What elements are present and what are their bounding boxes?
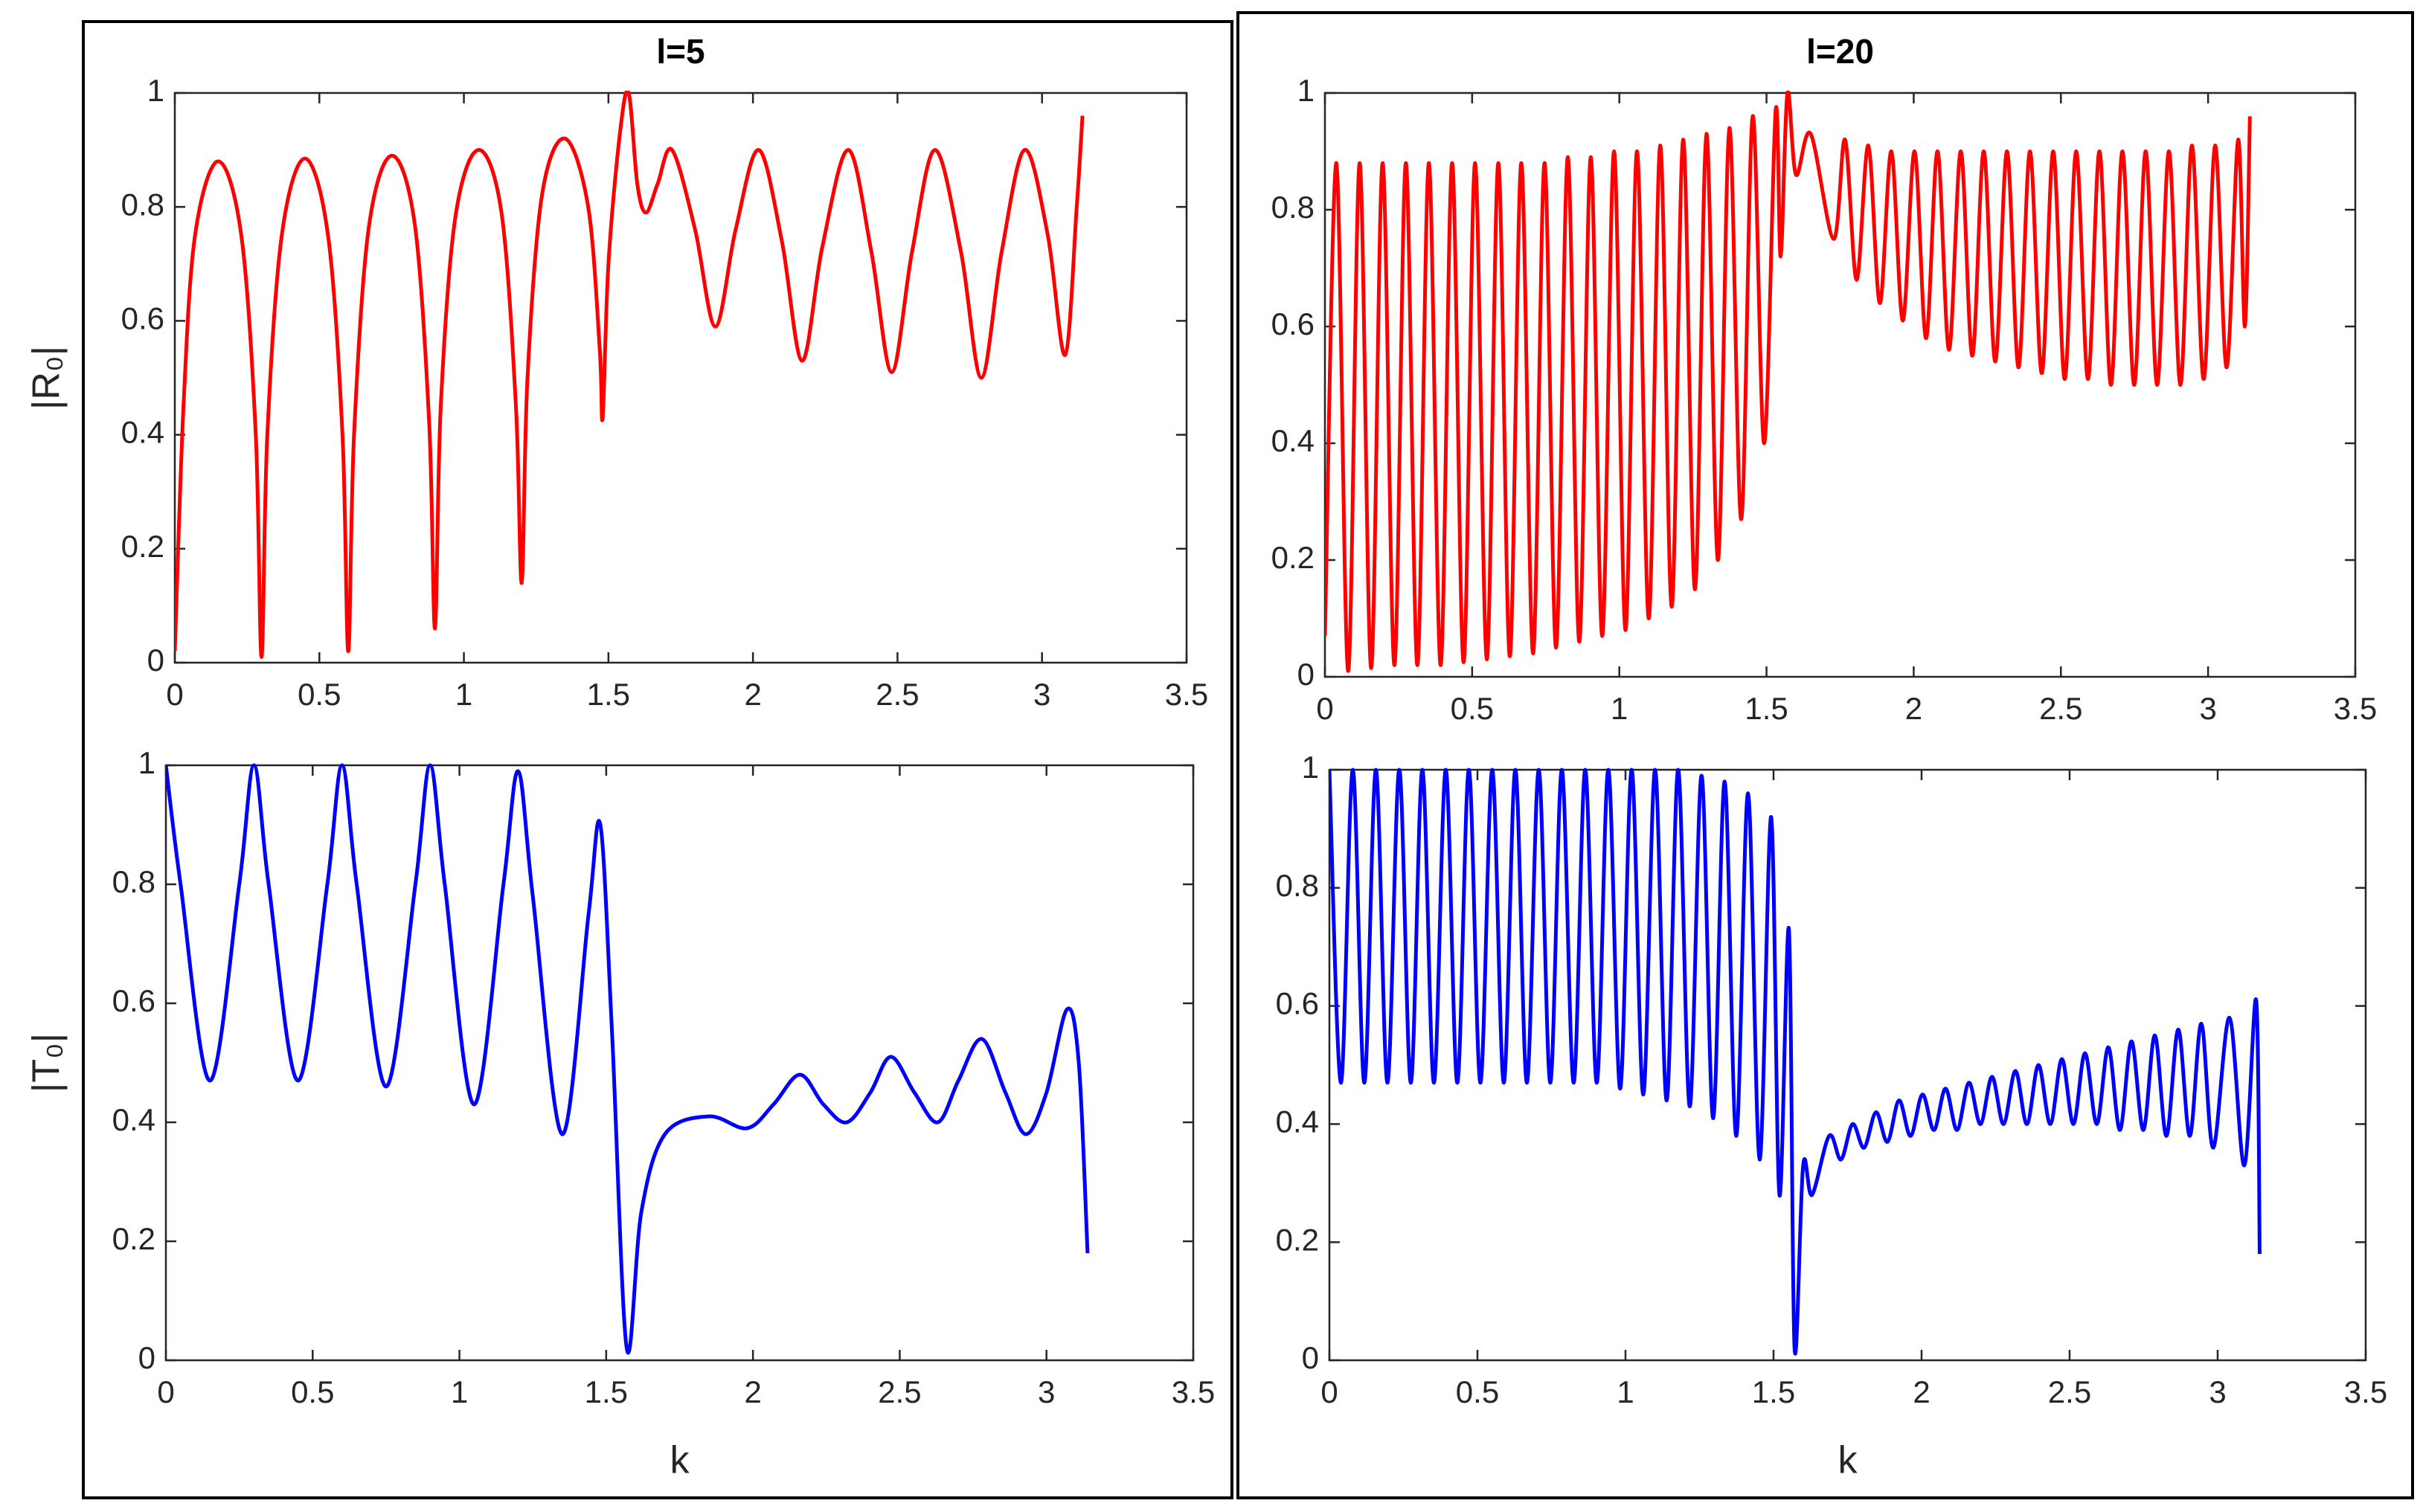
x-tick-label: 0: [1316, 691, 1333, 726]
y-tick-label: 0.8: [112, 864, 155, 899]
x-tick-label: 2: [744, 677, 761, 712]
x-tick-label: 1: [1617, 1374, 1634, 1409]
x-tick-label: 0.5: [291, 1374, 334, 1409]
right-panel-frame: [1236, 11, 2414, 1499]
y-tick-label: 0.8: [1271, 190, 1315, 225]
left-panel-frame: [82, 20, 1233, 1499]
x-tick-label: 3.5: [1172, 1374, 1215, 1409]
x-tick-label: 0.5: [298, 677, 341, 712]
y-tick-label: 0: [1302, 1340, 1319, 1375]
x-tick-label: 3: [1033, 677, 1050, 712]
x-axis-label: k: [1838, 1439, 1858, 1482]
x-tick-label: 1.5: [1745, 691, 1788, 726]
x-tick-label: 1: [455, 677, 472, 712]
x-tick-label: 2.5: [878, 1374, 921, 1409]
y-tick-label: 0.6: [1271, 306, 1315, 341]
x-tick-label: 2.5: [876, 677, 919, 712]
x-tick-label: 2: [1913, 1374, 1930, 1409]
x-tick-label: 0.5: [1456, 1374, 1499, 1409]
y-tick-label: 1: [147, 73, 164, 108]
x-tick-label: 3: [2209, 1374, 2226, 1409]
chart-title: l=5: [656, 32, 705, 71]
x-tick-label: 3.5: [2334, 691, 2377, 726]
y-tick-label: 0.8: [1276, 868, 1319, 903]
x-tick-label: 1: [451, 1374, 468, 1409]
x-tick-label: 0.5: [1451, 691, 1494, 726]
data-line: [166, 763, 1090, 1355]
y-tick-label: 0.2: [112, 1221, 155, 1256]
y-tick-label: 0.4: [112, 1102, 155, 1137]
y-tick-label: 0.4: [1271, 423, 1315, 458]
axes-box: [1328, 768, 2367, 1362]
x-tick-label: 1.5: [585, 1374, 628, 1409]
y-tick-label: 0.2: [121, 529, 164, 564]
y-tick-label: 0.2: [1276, 1222, 1319, 1257]
y-tick-label: 0.2: [1271, 540, 1315, 575]
x-tick-label: 3: [2199, 691, 2216, 726]
x-axis-label: k: [670, 1439, 690, 1482]
data-line: [175, 91, 1085, 659]
x-tick-label: 1.5: [587, 677, 630, 712]
y-tick-label: 0.8: [121, 187, 164, 222]
y-tick-label: 0.6: [121, 300, 164, 335]
x-tick-label: 1: [1611, 691, 1628, 726]
x-tick-label: 0: [157, 1374, 174, 1409]
y-axis-label: |R₀|: [25, 346, 68, 410]
chart-title: l=20: [1806, 32, 1874, 71]
axes-box: [164, 764, 1195, 1362]
y-tick-label: 1: [1302, 750, 1319, 785]
x-tick-label: 3.5: [2344, 1374, 2387, 1409]
data-line: [1325, 91, 2252, 673]
y-tick-label: 0.6: [112, 983, 155, 1018]
y-axis-label: |T₀|: [25, 1033, 68, 1093]
x-tick-label: 2.5: [2039, 691, 2082, 726]
y-tick-label: 0: [138, 1340, 155, 1375]
x-tick-label: 2: [744, 1374, 761, 1409]
y-tick-label: 0.4: [121, 415, 164, 450]
axes-box: [173, 91, 1188, 664]
y-tick-label: 0: [147, 643, 164, 678]
x-tick-label: 1.5: [1752, 1374, 1795, 1409]
x-tick-label: 3: [1038, 1374, 1055, 1409]
x-tick-label: 0: [166, 677, 183, 712]
x-tick-label: 3.5: [1165, 677, 1208, 712]
x-tick-label: 2: [1905, 691, 1922, 726]
y-tick-label: 1: [1297, 73, 1315, 108]
y-tick-label: 0: [1297, 657, 1315, 692]
y-tick-label: 1: [138, 745, 155, 780]
x-tick-label: 2.5: [2048, 1374, 2091, 1409]
x-tick-label: 0: [1320, 1374, 1338, 1409]
y-tick-label: 0.6: [1276, 986, 1319, 1021]
y-tick-label: 0.4: [1276, 1104, 1319, 1139]
data-line: [1329, 768, 2262, 1356]
